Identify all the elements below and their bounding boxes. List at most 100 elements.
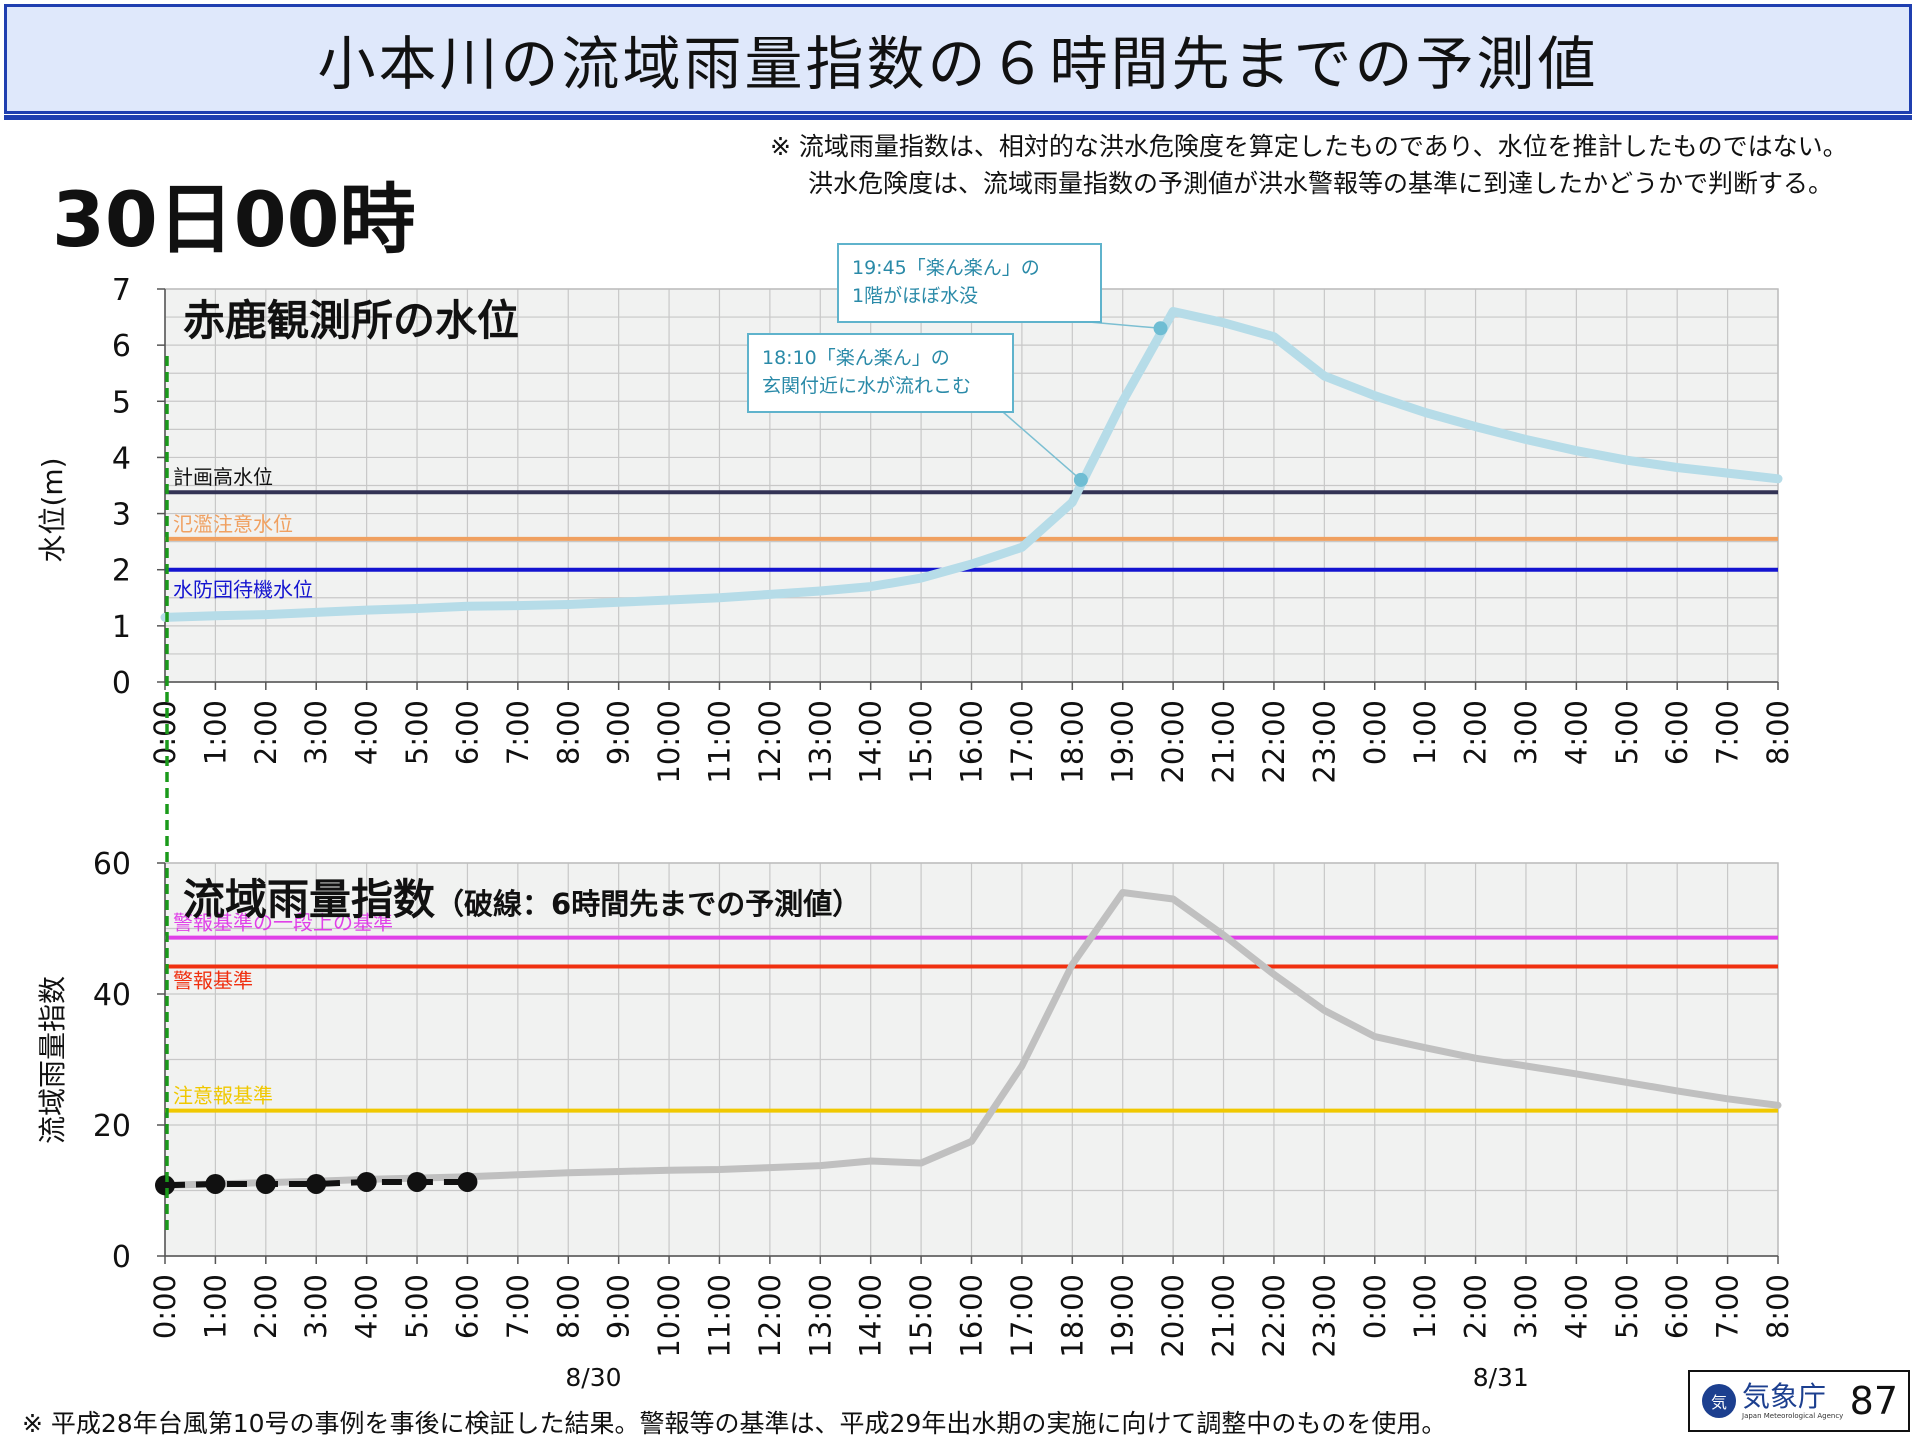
y-tick-label: 60 (93, 847, 131, 882)
annotation-text: 1階がほぼ水没 (852, 285, 978, 307)
y-axis-label: 水位(m) (36, 457, 69, 562)
reference-line-label: 計画高水位 (173, 465, 273, 489)
x-tick-label: 3:00 (299, 1274, 333, 1339)
series-line-water-level (160, 307, 1783, 622)
x-tick-label: 1:00 (198, 700, 232, 765)
x-tick-label: 6:00 (1660, 1274, 1694, 1339)
page-title: 小本川の流域雨量指数の６時間先までの予測値 (317, 30, 1599, 98)
jma-name: 気象庁 Japan Meteorological Agency (1742, 1379, 1844, 1420)
x-tick-label: 17:00 (1005, 700, 1039, 784)
current-datetime: 30日00時 (52, 175, 416, 264)
x-tick-label: 14:00 (854, 1274, 888, 1358)
x-tick-label: 19:00 (1106, 1274, 1140, 1358)
x-tick-label: 17:00 (1005, 1274, 1039, 1358)
annotation-box (837, 243, 1102, 323)
date-label: 8/30 (565, 1363, 621, 1392)
x-tick-label: 8:00 (551, 1274, 585, 1339)
y-tick-label: 0 (112, 666, 131, 701)
x-tick-label: 2:00 (249, 700, 283, 765)
jma-name-ja: 気象庁 (1742, 1379, 1827, 1413)
x-tick-label: 4:00 (1559, 700, 1593, 765)
x-tick-label: 15:00 (904, 700, 938, 784)
x-tick-label: 1:00 (198, 1274, 232, 1339)
reference-line-label: 警報基準 (173, 968, 253, 992)
chart-2: 0 20 40 60 0:00 1:00 2:00 3:00 4:00 5:00 6:00 7:00 8… (36, 847, 1795, 1392)
jma-logo-box: 気 気象庁 Japan Meteorological Agency 87 (1688, 1370, 1910, 1432)
x-tick-label: 3:00 (299, 700, 333, 765)
x-tick-label: 11:00 (702, 1274, 736, 1358)
x-tick-label: 5:00 (1610, 700, 1644, 765)
annotation-text: 18:10「楽ん楽ん」の (762, 347, 950, 369)
x-tick-label: 10:00 (652, 700, 686, 784)
x-tick-label: 1:00 (1408, 700, 1442, 765)
x-tick-label: 6:00 (450, 700, 484, 765)
x-tick-label: 16:00 (955, 1274, 989, 1358)
y-tick-label: 7 (112, 273, 131, 308)
x-tick-label: 4:00 (350, 700, 384, 765)
x-tick-label: 0:00 (148, 1274, 182, 1339)
x-tick-label: 7:00 (501, 700, 535, 765)
x-tick-label: 11:00 (702, 700, 736, 784)
annotation-leader (1088, 321, 1161, 330)
x-tick-label: 5:00 (400, 700, 434, 765)
annotation-text: 19:45「楽ん楽ん」の (852, 257, 1040, 279)
x-tick-label: 0:00 (148, 700, 182, 765)
disclaimer-line-2: 洪水危険度は、流域雨量指数の予測値が洪水警報等の基準に到達したかどうかで判断する… (808, 169, 1834, 198)
x-tick-label: 2:00 (1459, 1274, 1493, 1339)
chart-title: 赤鹿観測所の水位 (183, 296, 519, 345)
jma-emblem-icon: 気 (1702, 1384, 1736, 1418)
series-line-rain-index (161, 889, 1782, 1189)
x-tick-label: 21:00 (1207, 1274, 1241, 1358)
forecast-point (155, 1175, 175, 1196)
x-tick-label: 2:00 (1459, 700, 1493, 765)
page-number: 87 (1849, 1379, 1898, 1423)
forecast-point (306, 1173, 327, 1194)
disclaimer-line-1: ※ 流域雨量指数は、相対的な洪水危険度を算定したものであり、水位を推計したもので… (770, 132, 1848, 161)
x-tick-label: 3:00 (1509, 1274, 1543, 1339)
x-tick-label: 5:00 (400, 1274, 434, 1339)
x-tick-label: 1:00 (1408, 1274, 1442, 1339)
y-tick-label: 5 (112, 385, 131, 420)
x-tick-label: 13:00 (803, 700, 837, 784)
x-tick-label: 0:00 (1358, 1274, 1392, 1339)
y-tick-label: 0 (112, 1240, 131, 1275)
x-tick-label: 22:00 (1257, 1274, 1291, 1358)
x-tick-label: 2:00 (249, 1274, 283, 1339)
x-tick-label: 16:00 (955, 700, 989, 784)
annotation-box (747, 333, 1014, 413)
forecast-point (356, 1171, 377, 1192)
x-tick-label: 22:00 (1257, 700, 1291, 784)
x-tick-label: 8:00 (1761, 700, 1795, 765)
forecast-point (205, 1173, 226, 1194)
x-tick-label: 12:00 (753, 1274, 787, 1358)
y-axis-label: 流域雨量指数 (36, 976, 69, 1144)
x-tick-label: 15:00 (904, 1274, 938, 1358)
jma-name-en: Japan Meteorological Agency (1742, 1411, 1844, 1420)
x-tick-label: 8:00 (1761, 1274, 1795, 1339)
chart-1: 0 1 2 3 4 5 6 7 0:00 1:00 2:00 3:00 4:00 5:00 6:00 7:00… (36, 243, 1795, 784)
y-tick-label: 6 (112, 329, 131, 364)
x-tick-label: 23:00 (1307, 700, 1341, 784)
x-tick-label: 4:00 (350, 1274, 384, 1339)
annotation-marker (1153, 321, 1168, 336)
x-tick-label: 13:00 (803, 1274, 837, 1358)
x-tick-label: 21:00 (1207, 700, 1241, 784)
reference-line-label: 注意報基準 (173, 1084, 273, 1108)
x-tick-label: 18:00 (1055, 700, 1089, 784)
x-tick-label: 8:00 (551, 700, 585, 765)
y-tick-label: 4 (112, 441, 131, 476)
y-tick-label: 1 (112, 610, 131, 645)
disclaimer-note: ※ 流域雨量指数は、相対的な洪水危険度を算定したものであり、水位を推計したもので… (770, 128, 1910, 202)
date-label: 8/31 (1473, 1363, 1529, 1392)
x-tick-label: 6:00 (1660, 700, 1694, 765)
x-tick-label: 6:00 (450, 1274, 484, 1339)
x-tick-label: 20:00 (1156, 1274, 1190, 1358)
x-tick-label: 9:00 (602, 700, 636, 765)
x-tick-label: 5:00 (1610, 1274, 1644, 1339)
y-tick-label: 2 (112, 554, 131, 589)
y-tick-label: 20 (93, 1109, 131, 1144)
annotation-text: 玄関付近に水が流れこむ (762, 375, 971, 397)
x-tick-label: 4:00 (1559, 1274, 1593, 1339)
x-tick-label: 7:00 (501, 1274, 535, 1339)
